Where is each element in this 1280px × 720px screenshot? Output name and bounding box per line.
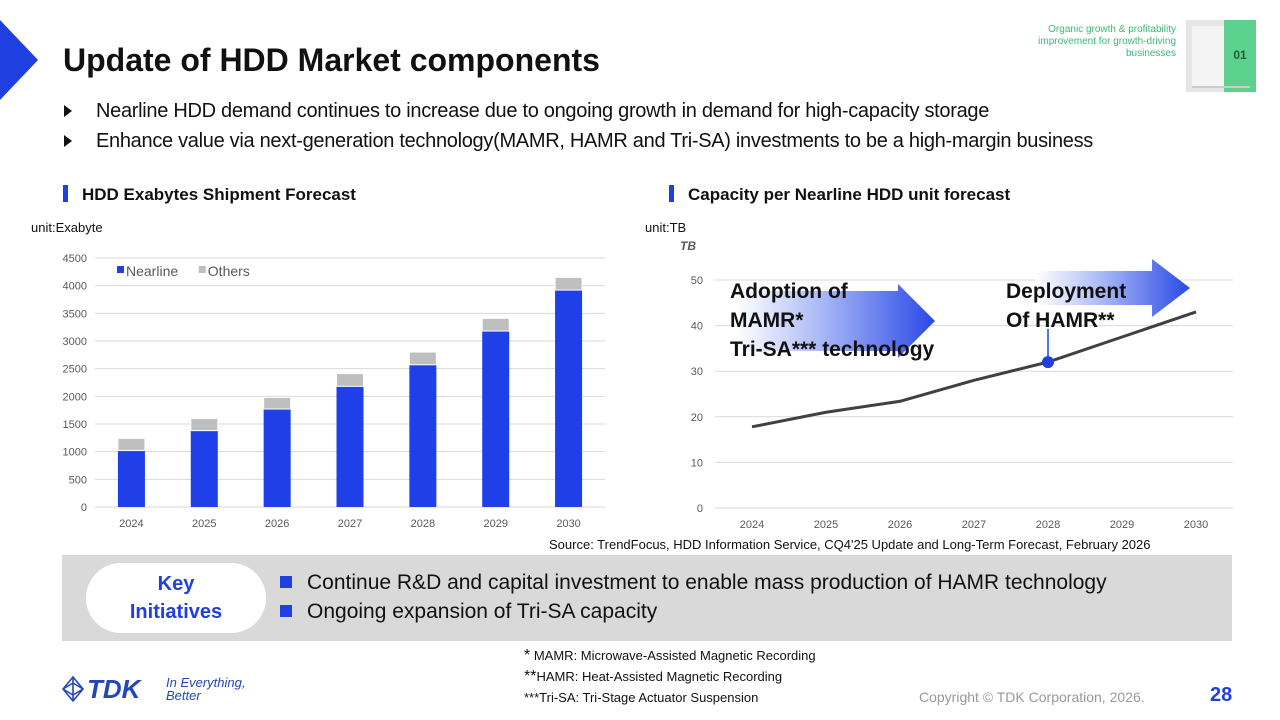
x-tick-label: 2026 xyxy=(888,519,912,531)
key-initiatives-list: Continue R&D and capital investment to e… xyxy=(280,568,1107,626)
annotation-text: MAMR* xyxy=(730,309,804,332)
hamr-arrow-icon xyxy=(1035,259,1190,317)
y-tick-label: 2000 xyxy=(63,391,87,403)
key-initiative-item: Continue R&D and capital investment to e… xyxy=(280,568,1107,597)
bar-others xyxy=(336,373,364,387)
bar-nearline xyxy=(336,386,364,507)
x-tick-label: 2028 xyxy=(411,518,435,530)
right-section-title: Capacity per Nearline HDD unit forecast xyxy=(669,185,1010,205)
left-section-title: HDD Exabytes Shipment Forecast xyxy=(63,185,356,205)
capacity-line xyxy=(751,310,1197,429)
footnotes: * MAMR: Microwave-Assisted Magnetic Reco… xyxy=(524,645,816,708)
exabytes-bar-chart: 0 500 1000 1500 2000 2500 3000 3500 4000 4500 2024… xyxy=(63,253,605,530)
y-tick-label: 40 xyxy=(691,321,703,333)
bar-nearline xyxy=(555,290,583,507)
x-tick-label: 2030 xyxy=(556,518,580,530)
y-tick-label: 20 xyxy=(691,412,703,424)
bar-others xyxy=(263,396,292,410)
tdk-emblem-icon xyxy=(62,675,85,703)
bar-nearline xyxy=(190,430,218,507)
y-tick-label: 3500 xyxy=(63,308,87,320)
annotation-text: Tri-SA*** technology xyxy=(730,338,935,361)
section-tag-number: 01 xyxy=(1233,48,1247,62)
bar-nearline xyxy=(409,364,437,507)
bullet-item: Nearline HDD demand continues to increas… xyxy=(64,96,1093,126)
copyright: Copyright © TDK Corporation, 2026. xyxy=(919,689,1145,705)
x-tick-label: 2025 xyxy=(192,518,216,530)
x-tick-label: 2024 xyxy=(740,519,764,531)
bar-others xyxy=(117,437,146,452)
y-axis-label: TB xyxy=(680,239,696,253)
x-tick-label: 2028 xyxy=(1036,519,1060,531)
y-tick-label: 1500 xyxy=(63,419,87,431)
y-tick-label: 4000 xyxy=(63,281,87,293)
bar-nearline xyxy=(263,409,291,507)
section-bar-icon xyxy=(669,185,674,202)
x-tick-label: 2025 xyxy=(814,519,838,531)
key-initiative-item: Ongoing expansion of Tri-SA capacity xyxy=(280,597,1107,626)
footnote: **HAMR: Heat-Assisted Magnetic Recording xyxy=(524,668,783,685)
x-tick-label: 2030 xyxy=(1184,519,1208,531)
x-tick-label: 2029 xyxy=(483,518,507,530)
key-initiatives-label: Key Initiatives xyxy=(86,563,266,633)
section-tag-text: Organic growth & profitability improveme… xyxy=(1038,24,1176,59)
y-tick-label: 2500 xyxy=(63,364,87,376)
bar-others xyxy=(190,417,219,432)
y-tick-label: 30 xyxy=(691,366,703,378)
bar-others xyxy=(408,351,437,366)
legend-label: Others xyxy=(208,263,250,279)
y-tick-label: 4500 xyxy=(63,253,87,265)
annotation-text: Adoption of xyxy=(730,280,849,303)
y-tick-label: 0 xyxy=(81,502,87,514)
hamr-marker xyxy=(1042,356,1054,369)
corner-accent xyxy=(0,20,38,100)
section-bar-icon xyxy=(63,185,68,202)
legend-swatch xyxy=(117,266,124,273)
right-chart-unit: unit:TB xyxy=(645,220,687,235)
mamr-arrow-icon xyxy=(735,284,935,358)
tdk-logo: TDK In Everything, Better xyxy=(62,674,246,704)
y-tick-label: 500 xyxy=(69,474,87,486)
bullet-item: Enhance value via next-generation techno… xyxy=(64,126,1093,156)
y-tick-label: 1000 xyxy=(63,447,87,459)
legend-label: Nearline xyxy=(126,263,178,279)
bullet-arrow-icon xyxy=(64,135,72,147)
square-bullet-icon xyxy=(280,605,292,617)
bar-nearline xyxy=(117,450,145,507)
summary-bullets: Nearline HDD demand continues to increas… xyxy=(64,96,1093,156)
footnote: * MAMR: Microwave-Assisted Magnetic Reco… xyxy=(524,647,816,664)
tdk-logo-text: TDK xyxy=(87,674,143,704)
bullet-arrow-icon xyxy=(64,105,72,117)
tagline-line2: Better xyxy=(166,688,201,703)
bar-others xyxy=(481,317,510,332)
source-note: Source: TrendFocus, HDD Information Serv… xyxy=(549,537,1151,552)
y-tick-label: 50 xyxy=(691,275,703,287)
legend-swatch xyxy=(198,266,206,273)
y-tick-label: 3000 xyxy=(63,336,87,348)
x-tick-label: 2024 xyxy=(119,518,143,530)
page-title: Update of HDD Market components xyxy=(63,42,600,78)
bar-others xyxy=(554,276,583,291)
section-tag: 01 xyxy=(1186,20,1256,92)
x-tick-label: 2027 xyxy=(338,518,362,530)
left-chart-unit: unit:Exabyte xyxy=(31,220,103,235)
annotation-text: Of HAMR** xyxy=(1006,309,1115,332)
x-tick-label: 2029 xyxy=(1110,519,1134,531)
y-tick-label: 0 xyxy=(697,503,703,515)
footnote: ***Tri-SA: Tri-Stage Actuator Suspension xyxy=(524,690,759,705)
x-tick-label: 2027 xyxy=(962,519,986,531)
annotation-text: Deployment xyxy=(1006,280,1126,303)
x-tick-label: 2026 xyxy=(265,518,289,530)
bar-nearline xyxy=(482,331,510,507)
y-tick-label: 10 xyxy=(691,457,703,469)
square-bullet-icon xyxy=(280,576,292,588)
page-number: 28 xyxy=(1210,684,1233,706)
tagline-line1: In Everything, xyxy=(166,675,246,690)
